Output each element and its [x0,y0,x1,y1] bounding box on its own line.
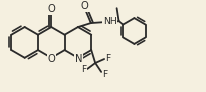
Text: O: O [81,1,89,11]
Text: O: O [47,54,55,64]
Text: F: F [103,70,108,79]
Text: N: N [75,54,82,64]
Text: F: F [105,54,111,63]
Text: NH: NH [103,17,117,26]
Text: O: O [47,4,55,14]
Text: F: F [81,65,86,74]
